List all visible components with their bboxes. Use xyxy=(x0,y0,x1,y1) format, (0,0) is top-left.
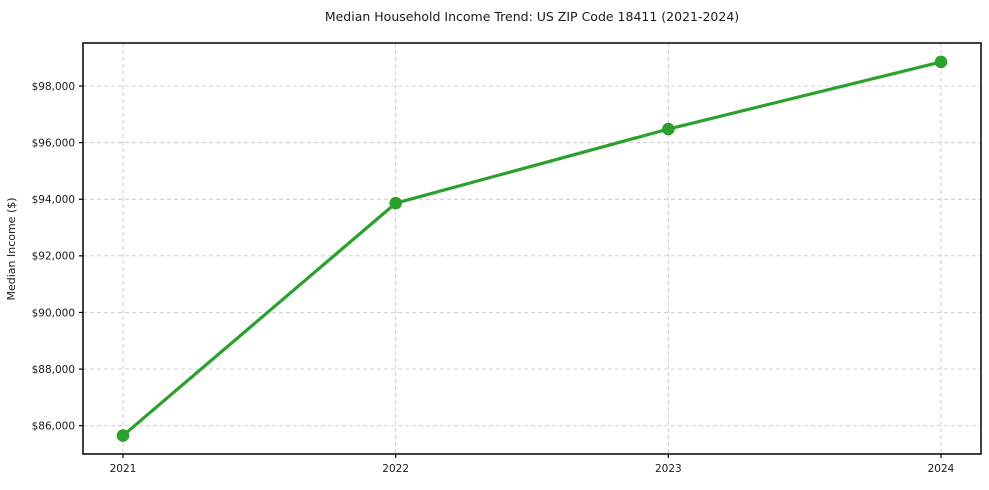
y-tick-label: $96,000 xyxy=(32,137,75,149)
data-point-2023 xyxy=(662,122,675,136)
y-tick-label: $86,000 xyxy=(32,420,75,432)
chart-title: Median Household Income Trend: US ZIP Co… xyxy=(325,9,739,24)
y-tick-label: $94,000 xyxy=(32,194,75,206)
data-point-2022 xyxy=(389,196,402,210)
y-tick-label: $92,000 xyxy=(32,251,75,263)
x-tick-label: 2022 xyxy=(382,463,409,475)
y-tick-label: $88,000 xyxy=(32,364,75,376)
y-axis-label: Median Income ($) xyxy=(5,197,18,300)
x-tick-label: 2021 xyxy=(110,463,137,475)
grid-layer xyxy=(83,43,981,454)
axis-layer: $86,000 $88,000 $90,000 $92,000 $94,000 $96,0… xyxy=(32,42,982,475)
y-tick-label: $90,000 xyxy=(32,307,75,319)
y-tick-label: $98,000 xyxy=(32,81,75,93)
data-point-2024 xyxy=(934,55,948,69)
trend-line xyxy=(121,60,943,438)
series-layer xyxy=(116,55,948,442)
plot-border xyxy=(82,42,982,455)
x-tick-label: 2024 xyxy=(928,463,955,475)
x-tick-label: 2023 xyxy=(655,463,682,475)
data-point-2021 xyxy=(116,429,130,442)
